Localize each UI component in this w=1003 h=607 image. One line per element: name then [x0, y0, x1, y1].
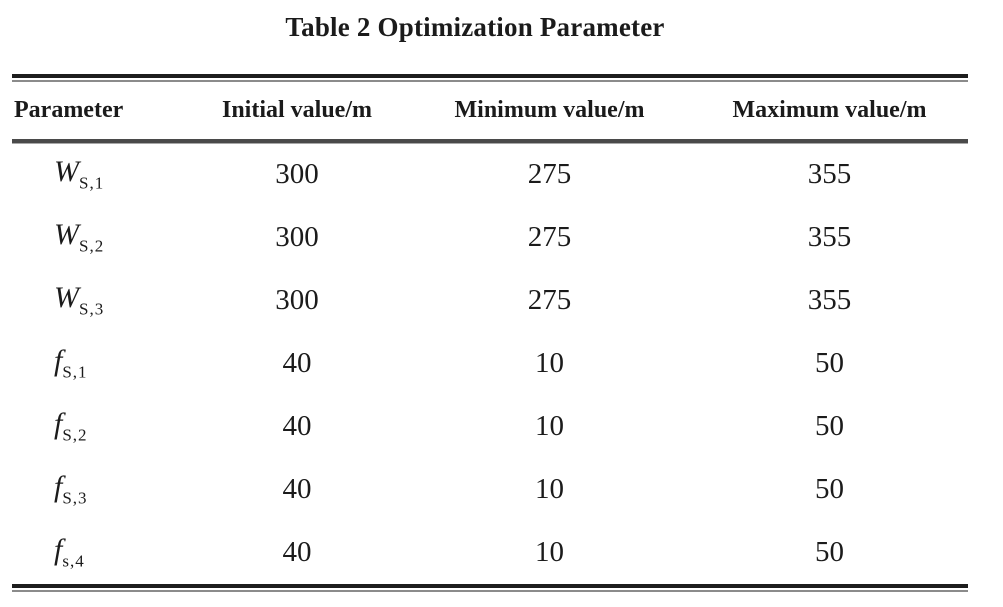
rule-dark-bar	[12, 74, 968, 78]
parameter-symbol: WS,1	[12, 155, 172, 194]
maximum-value: 50	[815, 473, 844, 505]
table-caption: Table 2 Optimization Parameter	[285, 12, 665, 42]
symbol-subscript: S,3	[62, 488, 88, 508]
rule-dark-bar	[12, 584, 968, 588]
optimization-parameter-table: Parameter Initial value/m Minimum value/…	[12, 74, 968, 592]
header-minimum-value: Minimum value/m	[454, 97, 645, 123]
initial-value: 40	[282, 410, 312, 442]
minimum-value: 275	[527, 221, 572, 253]
table-top-rule	[12, 74, 968, 82]
parameter-symbol: fS,1	[12, 344, 172, 383]
rule-gray-bar	[12, 80, 968, 82]
table-row: WS,3 300 275 355	[12, 269, 968, 332]
initial-value: 40	[282, 473, 312, 505]
symbol-subscript: S,1	[62, 362, 88, 382]
maximum-value: 50	[815, 347, 844, 379]
table-row: WS,1 300 275 355	[12, 143, 968, 206]
table-row: WS,2 300 275 355	[12, 206, 968, 269]
minimum-value: 275	[527, 284, 572, 316]
table-header-rule	[12, 139, 968, 143]
symbol-letter: f	[54, 344, 63, 378]
initial-value: 40	[282, 536, 312, 568]
maximum-value: 355	[807, 284, 852, 316]
symbol-letter: W	[54, 281, 79, 315]
table-bottom-rule	[12, 584, 968, 592]
header-initial-value: Initial value/m	[221, 97, 372, 123]
symbol-subscript: S,3	[79, 299, 105, 319]
parameter-symbol: fS,2	[12, 407, 172, 446]
symbol-subscript: S,2	[79, 236, 105, 256]
header-parameter: Parameter	[14, 97, 124, 123]
maximum-value: 355	[807, 158, 852, 190]
minimum-value: 275	[527, 158, 572, 190]
table-row: fs,4 40 10 50	[12, 521, 968, 584]
symbol-subscript: s,4	[62, 551, 85, 571]
symbol-letter: W	[54, 155, 79, 189]
symbol-letter: W	[54, 218, 79, 252]
paper-page: Table 2 Optimization Parameter Parameter…	[0, 10, 1003, 607]
parameter-symbol: WS,3	[12, 281, 172, 320]
table-row: fS,1 40 10 50	[12, 332, 968, 395]
initial-value: 300	[275, 284, 319, 316]
maximum-value: 50	[815, 410, 844, 442]
parameter-symbol: fs,4	[12, 533, 172, 572]
initial-value: 300	[275, 158, 319, 190]
parameter-symbol: fS,3	[12, 470, 172, 509]
parameter-symbol: WS,2	[12, 218, 172, 257]
maximum-value: 50	[815, 536, 844, 568]
initial-value: 300	[275, 221, 319, 253]
table-row: fS,2 40 10 50	[12, 395, 968, 458]
rule-gray-bar	[12, 590, 968, 592]
minimum-value: 10	[535, 347, 564, 379]
symbol-letter: f	[54, 470, 63, 504]
table-body: WS,1 300 275 355 WS,2 300 275 355 WS,3 3…	[12, 143, 968, 584]
header-maximum-value: Maximum value/m	[732, 97, 927, 123]
symbol-letter: f	[54, 533, 63, 567]
minimum-value: 10	[535, 536, 564, 568]
symbol-letter: f	[54, 407, 63, 441]
symbol-subscript: S,2	[62, 425, 88, 445]
minimum-value: 10	[535, 410, 564, 442]
symbol-subscript: S,1	[79, 173, 105, 193]
initial-value: 40	[282, 347, 312, 379]
maximum-value: 355	[807, 221, 852, 253]
table-header-row: Parameter Initial value/m Minimum value/…	[12, 82, 968, 139]
table-row: fS,3 40 10 50	[12, 458, 968, 521]
minimum-value: 10	[535, 473, 564, 505]
